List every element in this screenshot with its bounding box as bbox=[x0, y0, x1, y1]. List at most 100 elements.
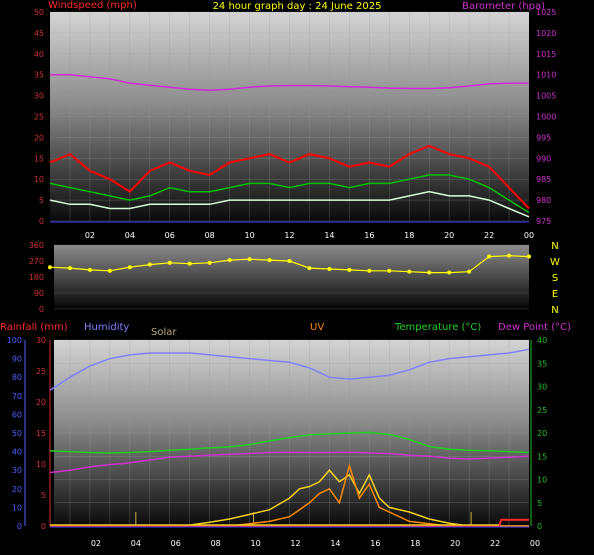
direction-tick-label: 0 bbox=[39, 305, 44, 314]
humidity-tick-label: 0 bbox=[17, 522, 22, 531]
barometer-tick-label: 1000 bbox=[536, 113, 556, 122]
windspeed-tick-label: 20 bbox=[34, 133, 44, 142]
weather-plot-area bbox=[54, 340, 529, 526]
windspeed-axis-title: Windspeed (mph) bbox=[48, 0, 137, 11]
series-solar bbox=[50, 469, 529, 527]
rainfall-label: Rainfall (mm) bbox=[0, 322, 68, 333]
weather-x-tick-label: 00 bbox=[530, 539, 540, 548]
wind-x-tick-label: 00 bbox=[524, 231, 534, 240]
windspeed-tick-label: 15 bbox=[34, 154, 44, 163]
rainfall-tick-label: 15 bbox=[36, 429, 46, 438]
temperature-tick-label: 30 bbox=[537, 383, 547, 392]
barometer-tick-label: 980 bbox=[536, 196, 551, 205]
series-wind-gust bbox=[49, 144, 530, 210]
temperature-tick-label: 0 bbox=[537, 522, 542, 531]
direction-tick-label: 180 bbox=[29, 273, 44, 282]
temperature-label: Temperature (°C) bbox=[394, 322, 481, 333]
windspeed-tick-label: 30 bbox=[34, 92, 44, 101]
humidity-tick-label: 10 bbox=[12, 503, 22, 512]
compass-label-s: S bbox=[552, 273, 558, 284]
wind-x-tick-label: 18 bbox=[404, 231, 414, 240]
temperature-tick-label: 10 bbox=[537, 476, 547, 485]
wind-x-tick-label: 12 bbox=[284, 231, 294, 240]
rainfall-tick-label: 20 bbox=[36, 398, 46, 407]
rainfall-tick-label: 5 bbox=[41, 491, 46, 500]
wind-x-tick-label: 04 bbox=[125, 231, 135, 240]
windspeed-tick-label: 35 bbox=[34, 71, 44, 80]
rainfall-tick-label: 25 bbox=[36, 367, 46, 376]
barometer-tick-label: 975 bbox=[536, 217, 551, 226]
weather-x-tick-label: 16 bbox=[370, 539, 380, 548]
humidity-label: Humidity bbox=[84, 322, 129, 333]
weather-x-tick-label: 08 bbox=[211, 539, 221, 548]
wind-x-tick-label: 14 bbox=[324, 231, 334, 240]
barometer-tick-label: 1025 bbox=[536, 8, 556, 17]
series-rainfall bbox=[50, 518, 529, 527]
wind-x-tick-label: 16 bbox=[364, 231, 374, 240]
barometer-tick-label: 990 bbox=[536, 154, 551, 163]
temperature-tick-label: 15 bbox=[537, 452, 547, 461]
direction-tick-label: 270 bbox=[29, 257, 44, 266]
humidity-tick-label: 60 bbox=[12, 410, 22, 419]
compass-label-w: W bbox=[550, 257, 560, 268]
series-wind-avg bbox=[49, 174, 530, 214]
barometer-tick-label: 1015 bbox=[536, 50, 556, 59]
direction-trace bbox=[49, 255, 530, 274]
wind-x-tick-label: 08 bbox=[205, 231, 215, 240]
series-temperature bbox=[49, 431, 530, 454]
weather-x-tick-label: 10 bbox=[250, 539, 260, 548]
windspeed-tick-label: 25 bbox=[34, 113, 44, 122]
compass-label-n: N bbox=[551, 305, 558, 316]
barometer-tick-label: 985 bbox=[536, 175, 551, 184]
uv-label: UV bbox=[310, 322, 324, 333]
humidity-tick-label: 20 bbox=[12, 485, 22, 494]
series-uv bbox=[50, 462, 529, 527]
series-dew-point bbox=[49, 451, 530, 474]
solar-label: Solar bbox=[151, 327, 177, 338]
wind-x-tick-label: 10 bbox=[244, 231, 254, 240]
direction-tick-label: 360 bbox=[29, 241, 44, 250]
windspeed-tick-label: 50 bbox=[34, 8, 44, 17]
humidity-tick-label: 80 bbox=[12, 373, 22, 382]
weather-x-tick-label: 18 bbox=[410, 539, 420, 548]
graph-title: 24 hour graph day : 24 June 2025 bbox=[213, 1, 382, 12]
series-humidity bbox=[49, 348, 530, 391]
weather-x-tick-label: 06 bbox=[171, 539, 181, 548]
rainfall-tick-label: 30 bbox=[36, 336, 46, 345]
humidity-tick-label: 50 bbox=[12, 429, 22, 438]
wind-x-tick-label: 22 bbox=[484, 231, 494, 240]
direction-tick-label: 90 bbox=[34, 289, 44, 298]
humidity-tick-label: 100 bbox=[7, 336, 22, 345]
rainfall-tick-label: 10 bbox=[36, 460, 46, 469]
humidity-tick-label: 70 bbox=[12, 392, 22, 401]
wind-x-tick-label: 02 bbox=[85, 231, 95, 240]
series-barometer bbox=[50, 73, 529, 91]
barometer-axis-title: Barometer (hpa) bbox=[462, 1, 545, 12]
windspeed-tick-label: 40 bbox=[34, 50, 44, 59]
humidity-tick-label: 30 bbox=[12, 466, 22, 475]
humidity-tick-label: 90 bbox=[12, 355, 22, 364]
humidity-tick-label: 40 bbox=[12, 448, 22, 457]
barometer-tick-label: 1020 bbox=[536, 29, 556, 38]
temperature-tick-label: 25 bbox=[537, 406, 547, 415]
windspeed-tick-label: 10 bbox=[34, 175, 44, 184]
weather-x-tick-label: 12 bbox=[290, 539, 300, 548]
dewpoint-label: Dew Point (°C) bbox=[498, 322, 571, 333]
barometer-tick-label: 1005 bbox=[536, 92, 556, 101]
series-wind-speed bbox=[49, 190, 530, 218]
weather-x-tick-label: 04 bbox=[131, 539, 141, 548]
weather-x-tick-label: 22 bbox=[490, 539, 500, 548]
windspeed-tick-label: 0 bbox=[39, 217, 44, 226]
compass-label-e: E bbox=[552, 289, 558, 300]
weather-x-tick-label: 14 bbox=[330, 539, 340, 548]
weather-x-tick-label: 20 bbox=[450, 539, 460, 548]
barometer-tick-label: 1010 bbox=[536, 71, 556, 80]
temperature-tick-label: 5 bbox=[537, 499, 542, 508]
temperature-tick-label: 20 bbox=[537, 429, 547, 438]
rainfall-tick-label: 0 bbox=[41, 522, 46, 531]
windspeed-tick-label: 5 bbox=[39, 196, 44, 205]
wind-x-tick-label: 06 bbox=[165, 231, 175, 240]
windspeed-tick-label: 45 bbox=[34, 29, 44, 38]
